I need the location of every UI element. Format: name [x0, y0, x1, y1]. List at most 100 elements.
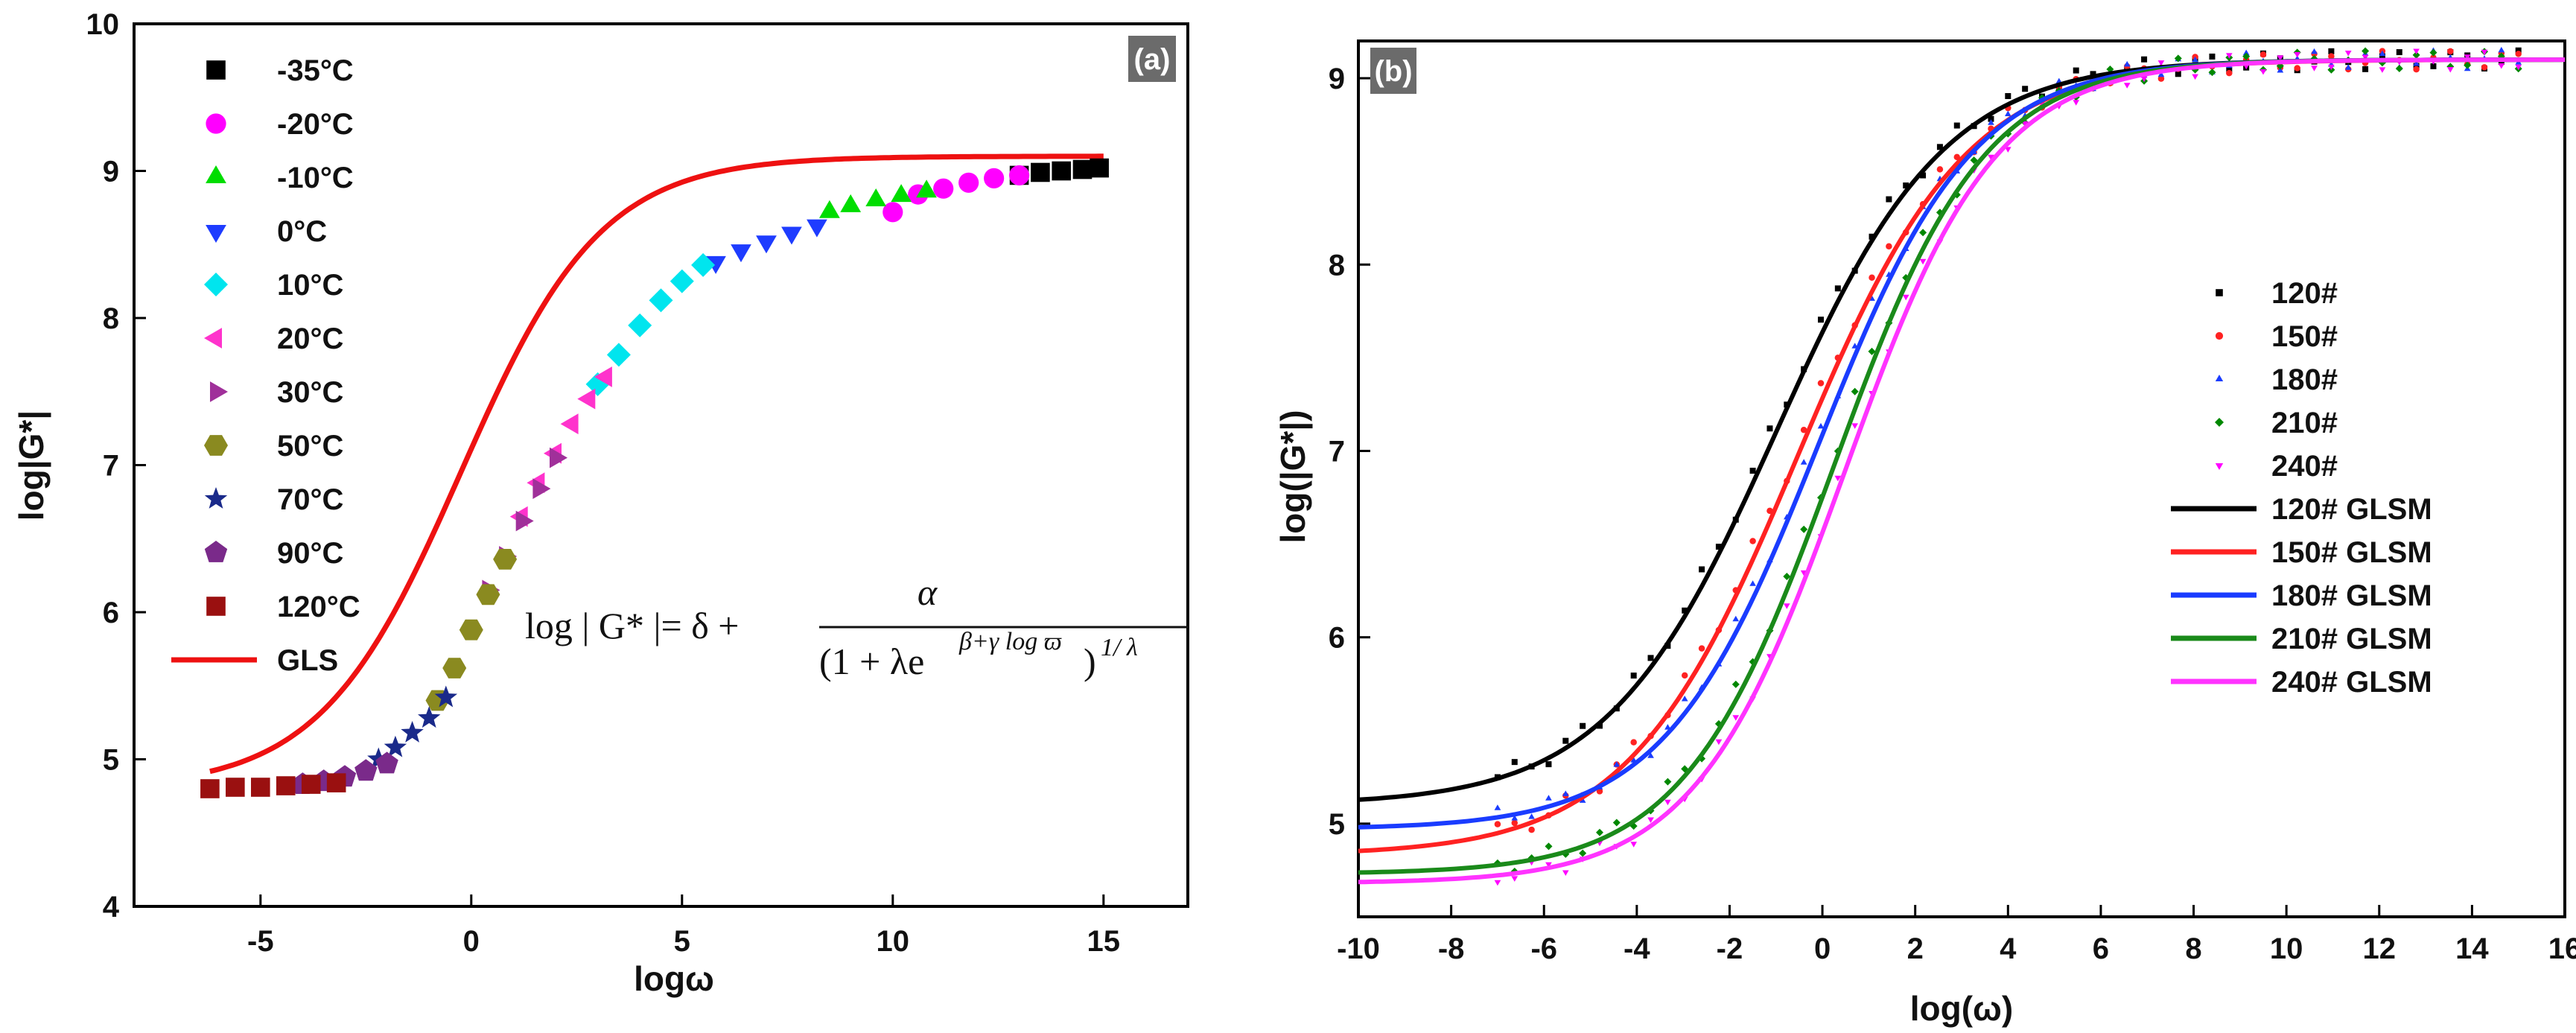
- b-point-s3-5: [1579, 849, 1587, 857]
- b-point-s0-9: [1647, 655, 1654, 661]
- b-point-s2-4: [1562, 790, 1569, 796]
- b-point-s1-60: [2515, 51, 2522, 57]
- a-legend-label-6: 30°C: [277, 376, 343, 409]
- b-point-s0-60: [2515, 47, 2522, 54]
- panel-a-label: (a): [1134, 43, 1171, 76]
- b-point-s2-10: [1664, 724, 1671, 730]
- a-legend-label-5: 20°C: [277, 322, 343, 355]
- b-point-s4-20: [1834, 475, 1842, 482]
- b-point-s1-56: [2447, 48, 2454, 55]
- b-point-s3-17: [1783, 573, 1791, 580]
- b-point-s2-2: [1528, 813, 1535, 819]
- b-point-s4-39: [2157, 60, 2165, 66]
- a-legend-marker-4: [204, 273, 228, 296]
- a-x-tick-label-3: 10: [877, 925, 910, 958]
- b-point-s3-42: [2208, 69, 2216, 77]
- a-point-s4-1: [606, 343, 631, 367]
- b-x-tick-label-2: -6: [1530, 932, 1557, 965]
- b-point-s0-49: [2328, 48, 2335, 54]
- a-legend-marker-3: [206, 225, 226, 243]
- b-point-s1-54: [2413, 66, 2420, 73]
- a-point-s8-3: [418, 706, 441, 728]
- b-point-s0-54: [2413, 63, 2420, 69]
- a-point-s0-4: [1090, 158, 1109, 178]
- b-legend-label-1: 150#: [2271, 320, 2338, 353]
- b-point-s4-0: [1494, 880, 1501, 886]
- b-point-s0-55: [2430, 63, 2437, 69]
- b-x-tick-label-11: 12: [2363, 932, 2397, 965]
- b-point-s2-41: [2192, 56, 2198, 63]
- a-point-s6-2: [515, 510, 534, 532]
- a-point-s10-3: [276, 776, 296, 795]
- b-point-s0-5: [1580, 722, 1586, 729]
- b-point-s4-41: [2192, 74, 2198, 80]
- equation-numerator: α: [917, 571, 938, 613]
- panel-b-ticks: -10 -8 -6 -4 -2 0 2 4 6 8 10 12 14 16 5 6 7 8 9: [1329, 63, 2576, 965]
- b-point-s2-52: [2379, 50, 2386, 57]
- a-point-s3-0: [705, 255, 726, 274]
- b-point-s3-18: [1800, 525, 1808, 533]
- b-y-tick-label-3: 8: [1329, 249, 1345, 282]
- a-legend-label-9: 90°C: [277, 537, 343, 570]
- b-point-s0-43: [2226, 66, 2233, 73]
- panel-a-legend: -35°C -20°C -10°C 0°C 10°C 20°C 30°C 50°C 70°C 90…: [171, 54, 360, 677]
- panel-a-points: [200, 158, 1109, 798]
- a-point-s4-0: [585, 372, 610, 396]
- a-point-s8-2: [401, 721, 424, 743]
- b-fit-curve-4: [1358, 57, 2565, 885]
- b-point-s4-3: [1545, 862, 1552, 868]
- b-point-s2-11: [1681, 696, 1688, 702]
- equation-denominator: (1 + λe: [819, 641, 924, 682]
- b-legend-label-4: 240#: [2271, 450, 2338, 483]
- b-point-s0-24: [1903, 182, 1909, 189]
- a-point-s10-2: [251, 778, 270, 797]
- b-point-s3-55: [2429, 48, 2437, 57]
- b-x-tick-label-12: 14: [2455, 932, 2489, 965]
- b-point-s4-52: [2379, 67, 2386, 73]
- a-point-s4-2: [628, 313, 652, 337]
- a-y-tick-label-6: 10: [86, 8, 120, 41]
- b-point-s4-48: [2311, 66, 2318, 71]
- b-legend-fit-label-4: 240# GLSM: [2271, 666, 2432, 699]
- b-point-s2-30: [2005, 110, 2011, 116]
- b-point-s0-23: [1886, 196, 1892, 203]
- b-x-tick-label-4: -2: [1717, 932, 1743, 965]
- panel-b-legend: 120# 150# 180# 210# 240# 120# GLSM 150# GLSM 18…: [2171, 277, 2432, 699]
- b-legend-marker-2: [2215, 375, 2224, 381]
- a-point-s7-3: [476, 584, 500, 606]
- a-point-s9-3: [354, 759, 378, 781]
- a-point-s8-1: [384, 735, 407, 757]
- b-y-tick-label-4: 9: [1329, 63, 1345, 95]
- b-fit-curve-3: [1358, 57, 2565, 875]
- b-fit-curve-2: [1358, 57, 2565, 830]
- a-legend-marker-5: [204, 328, 222, 349]
- b-point-s3-7: [1612, 819, 1621, 827]
- b-point-s2-18: [1800, 459, 1807, 465]
- a-legend-label-0: -35°C: [277, 54, 354, 87]
- b-point-s0-35: [2090, 71, 2096, 77]
- b-legend-fit-label-0: 120# GLSM: [2271, 493, 2432, 526]
- b-point-s2-14: [1732, 615, 1740, 622]
- b-point-s3-44: [2242, 52, 2251, 60]
- a-legend-marker-8: [204, 487, 228, 509]
- b-point-s1-1: [1511, 819, 1518, 827]
- b-point-s1-2: [1528, 826, 1535, 833]
- b-point-s4-57: [2464, 54, 2471, 60]
- gls-fit-curve: [209, 153, 1104, 775]
- a-point-s0-2: [1052, 161, 1071, 181]
- a-legend-label-3: 0°C: [277, 215, 327, 248]
- b-point-s0-4: [1562, 737, 1569, 744]
- b-legend-marker-1: [2215, 331, 2224, 340]
- b-point-s3-51: [2362, 47, 2370, 55]
- a-point-s7-4: [493, 549, 518, 570]
- b-point-s3-6: [1596, 828, 1603, 836]
- b-legend-fit-label-2: 180# GLSM: [2271, 579, 2432, 612]
- a-point-s9-4: [375, 751, 398, 774]
- b-point-s4-13: [1715, 739, 1723, 746]
- b-point-s1-11: [1681, 672, 1688, 679]
- b-point-s0-42: [2209, 53, 2216, 60]
- b-legend-marker-4: [2215, 463, 2224, 470]
- a-point-s2-3: [891, 184, 912, 203]
- a-point-s2-2: [865, 188, 886, 206]
